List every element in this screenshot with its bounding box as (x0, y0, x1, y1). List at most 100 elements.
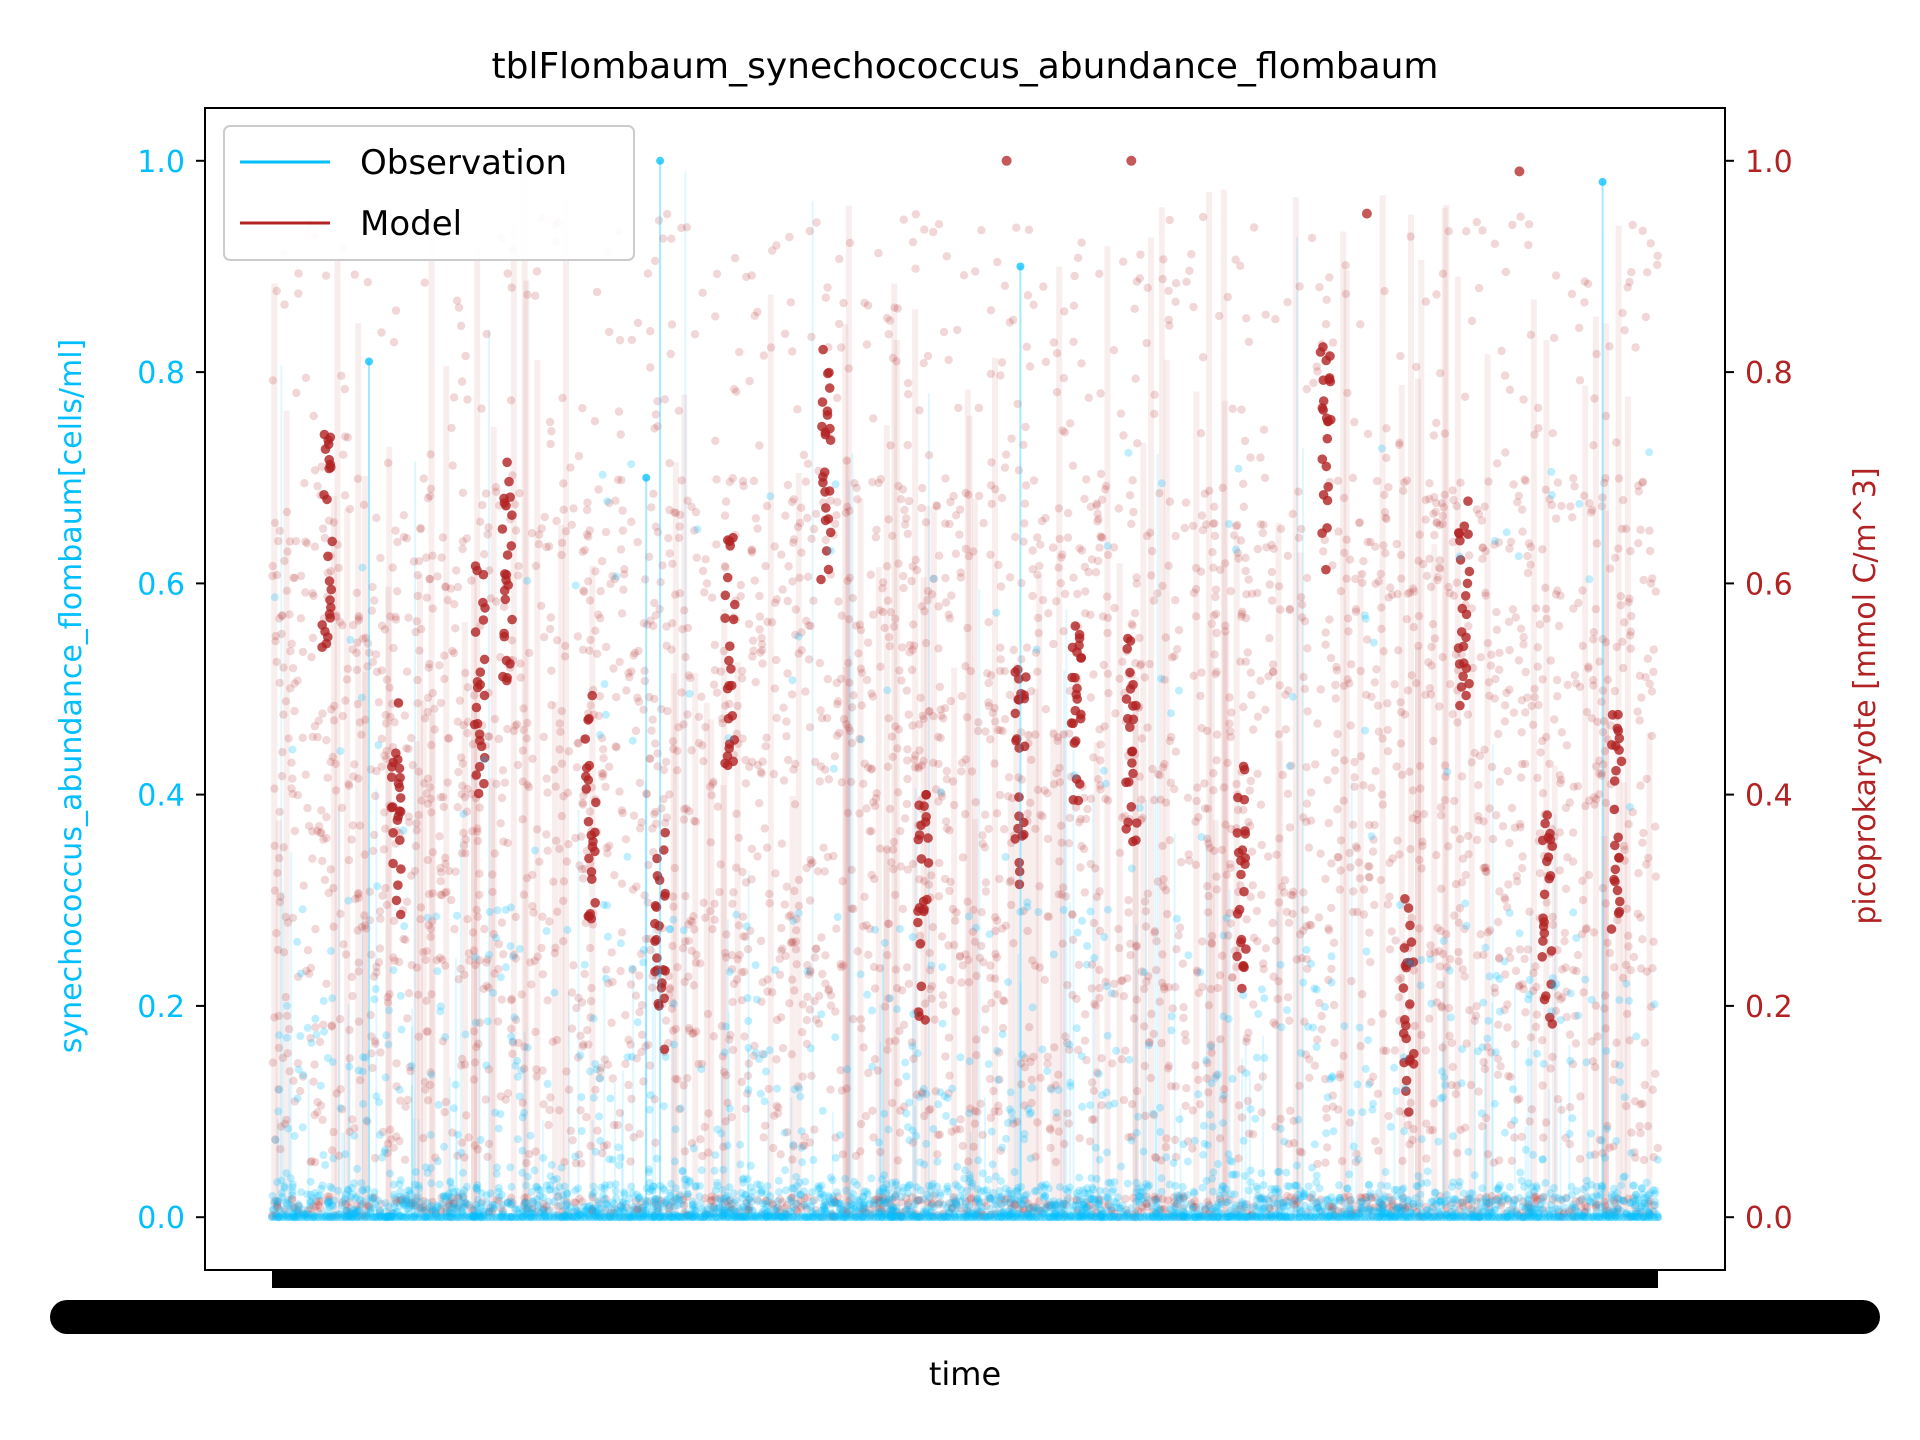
model-point (1153, 877, 1163, 886)
model-point (1226, 859, 1235, 869)
model-point (1520, 1211, 1529, 1221)
model-point (1645, 546, 1655, 556)
model-point (1033, 570, 1042, 579)
model-point (1638, 838, 1647, 847)
model-point (564, 840, 573, 849)
model-point (1200, 779, 1209, 788)
model-point (1089, 670, 1098, 679)
model-point (1095, 965, 1104, 975)
model-point (1635, 716, 1644, 725)
model-point (313, 482, 322, 491)
model-point (342, 675, 352, 684)
model-point (674, 533, 684, 543)
model-point (1642, 860, 1651, 869)
model-point (479, 690, 490, 701)
model-point (867, 764, 876, 773)
model-point (1510, 1133, 1519, 1142)
model-point (354, 616, 363, 625)
model-point (484, 523, 493, 532)
model-point (1550, 715, 1559, 724)
model-point (1247, 589, 1257, 598)
model-point (951, 1007, 961, 1016)
model-point (365, 1201, 374, 1211)
model-point (842, 456, 851, 465)
model-point (1519, 633, 1528, 642)
model-point (1579, 988, 1588, 997)
model-point (683, 496, 692, 505)
model-point (438, 955, 447, 964)
model-point (493, 1017, 503, 1026)
model-point (1481, 547, 1490, 556)
model-point (273, 868, 282, 878)
model-point (1589, 928, 1599, 937)
model-point (1239, 702, 1248, 712)
model-point (413, 570, 422, 580)
model-point (772, 1015, 782, 1025)
model-point (524, 783, 534, 792)
model-point (587, 842, 598, 852)
model-point (1210, 502, 1219, 511)
model-point (1153, 589, 1162, 598)
model-point (1322, 1113, 1331, 1123)
model-point (1516, 823, 1525, 832)
model-point (715, 887, 724, 897)
model-point (677, 476, 686, 485)
model-point (423, 693, 433, 702)
model-point (1415, 924, 1424, 933)
model-point (1426, 582, 1436, 592)
model-point (784, 755, 793, 765)
model-point (1313, 719, 1322, 728)
model-point (1524, 220, 1534, 229)
model-point (935, 858, 944, 868)
model-point (891, 614, 900, 623)
model-point (1256, 800, 1266, 809)
model-point (1054, 1127, 1064, 1136)
model-point (1096, 740, 1105, 749)
model-point (395, 909, 406, 920)
model-point (816, 574, 826, 585)
model-point (587, 874, 597, 884)
model-point (1260, 473, 1270, 483)
model-point (1006, 876, 1016, 885)
model-point (348, 1115, 357, 1124)
model-point (1084, 567, 1093, 577)
model-point (301, 588, 310, 597)
model-point (1237, 1113, 1247, 1122)
model-point (473, 788, 484, 799)
model-point (1410, 1202, 1419, 1212)
model-point (1055, 534, 1064, 544)
model-point (334, 563, 343, 573)
model-point (458, 544, 467, 554)
model-point (631, 726, 641, 735)
model-point (578, 800, 588, 809)
model-point (1507, 1156, 1517, 1166)
model-point (340, 432, 350, 441)
model-point (1384, 593, 1393, 602)
model-point (647, 983, 657, 992)
model-point (1516, 773, 1526, 782)
model-point (1204, 839, 1213, 848)
model-point (670, 508, 679, 517)
model-point (963, 623, 972, 633)
model-point (1268, 918, 1277, 928)
model-point (825, 435, 836, 446)
model-point (497, 793, 507, 803)
model-point (878, 607, 888, 617)
model-point (1362, 690, 1371, 699)
model-point (1021, 422, 1030, 432)
model-point (699, 757, 708, 766)
model-point (1191, 860, 1201, 869)
model-point (706, 838, 715, 847)
model-point (388, 563, 397, 572)
model-point (1411, 679, 1421, 688)
observation-point (789, 1140, 798, 1149)
model-point (884, 633, 894, 642)
model-point (1651, 1069, 1660, 1079)
model-point (1233, 805, 1243, 815)
model-point (456, 321, 466, 331)
model-point (951, 511, 961, 520)
model-point (679, 1201, 689, 1210)
model-point (876, 662, 885, 671)
model-point (322, 979, 331, 988)
model-point (1257, 1108, 1267, 1117)
